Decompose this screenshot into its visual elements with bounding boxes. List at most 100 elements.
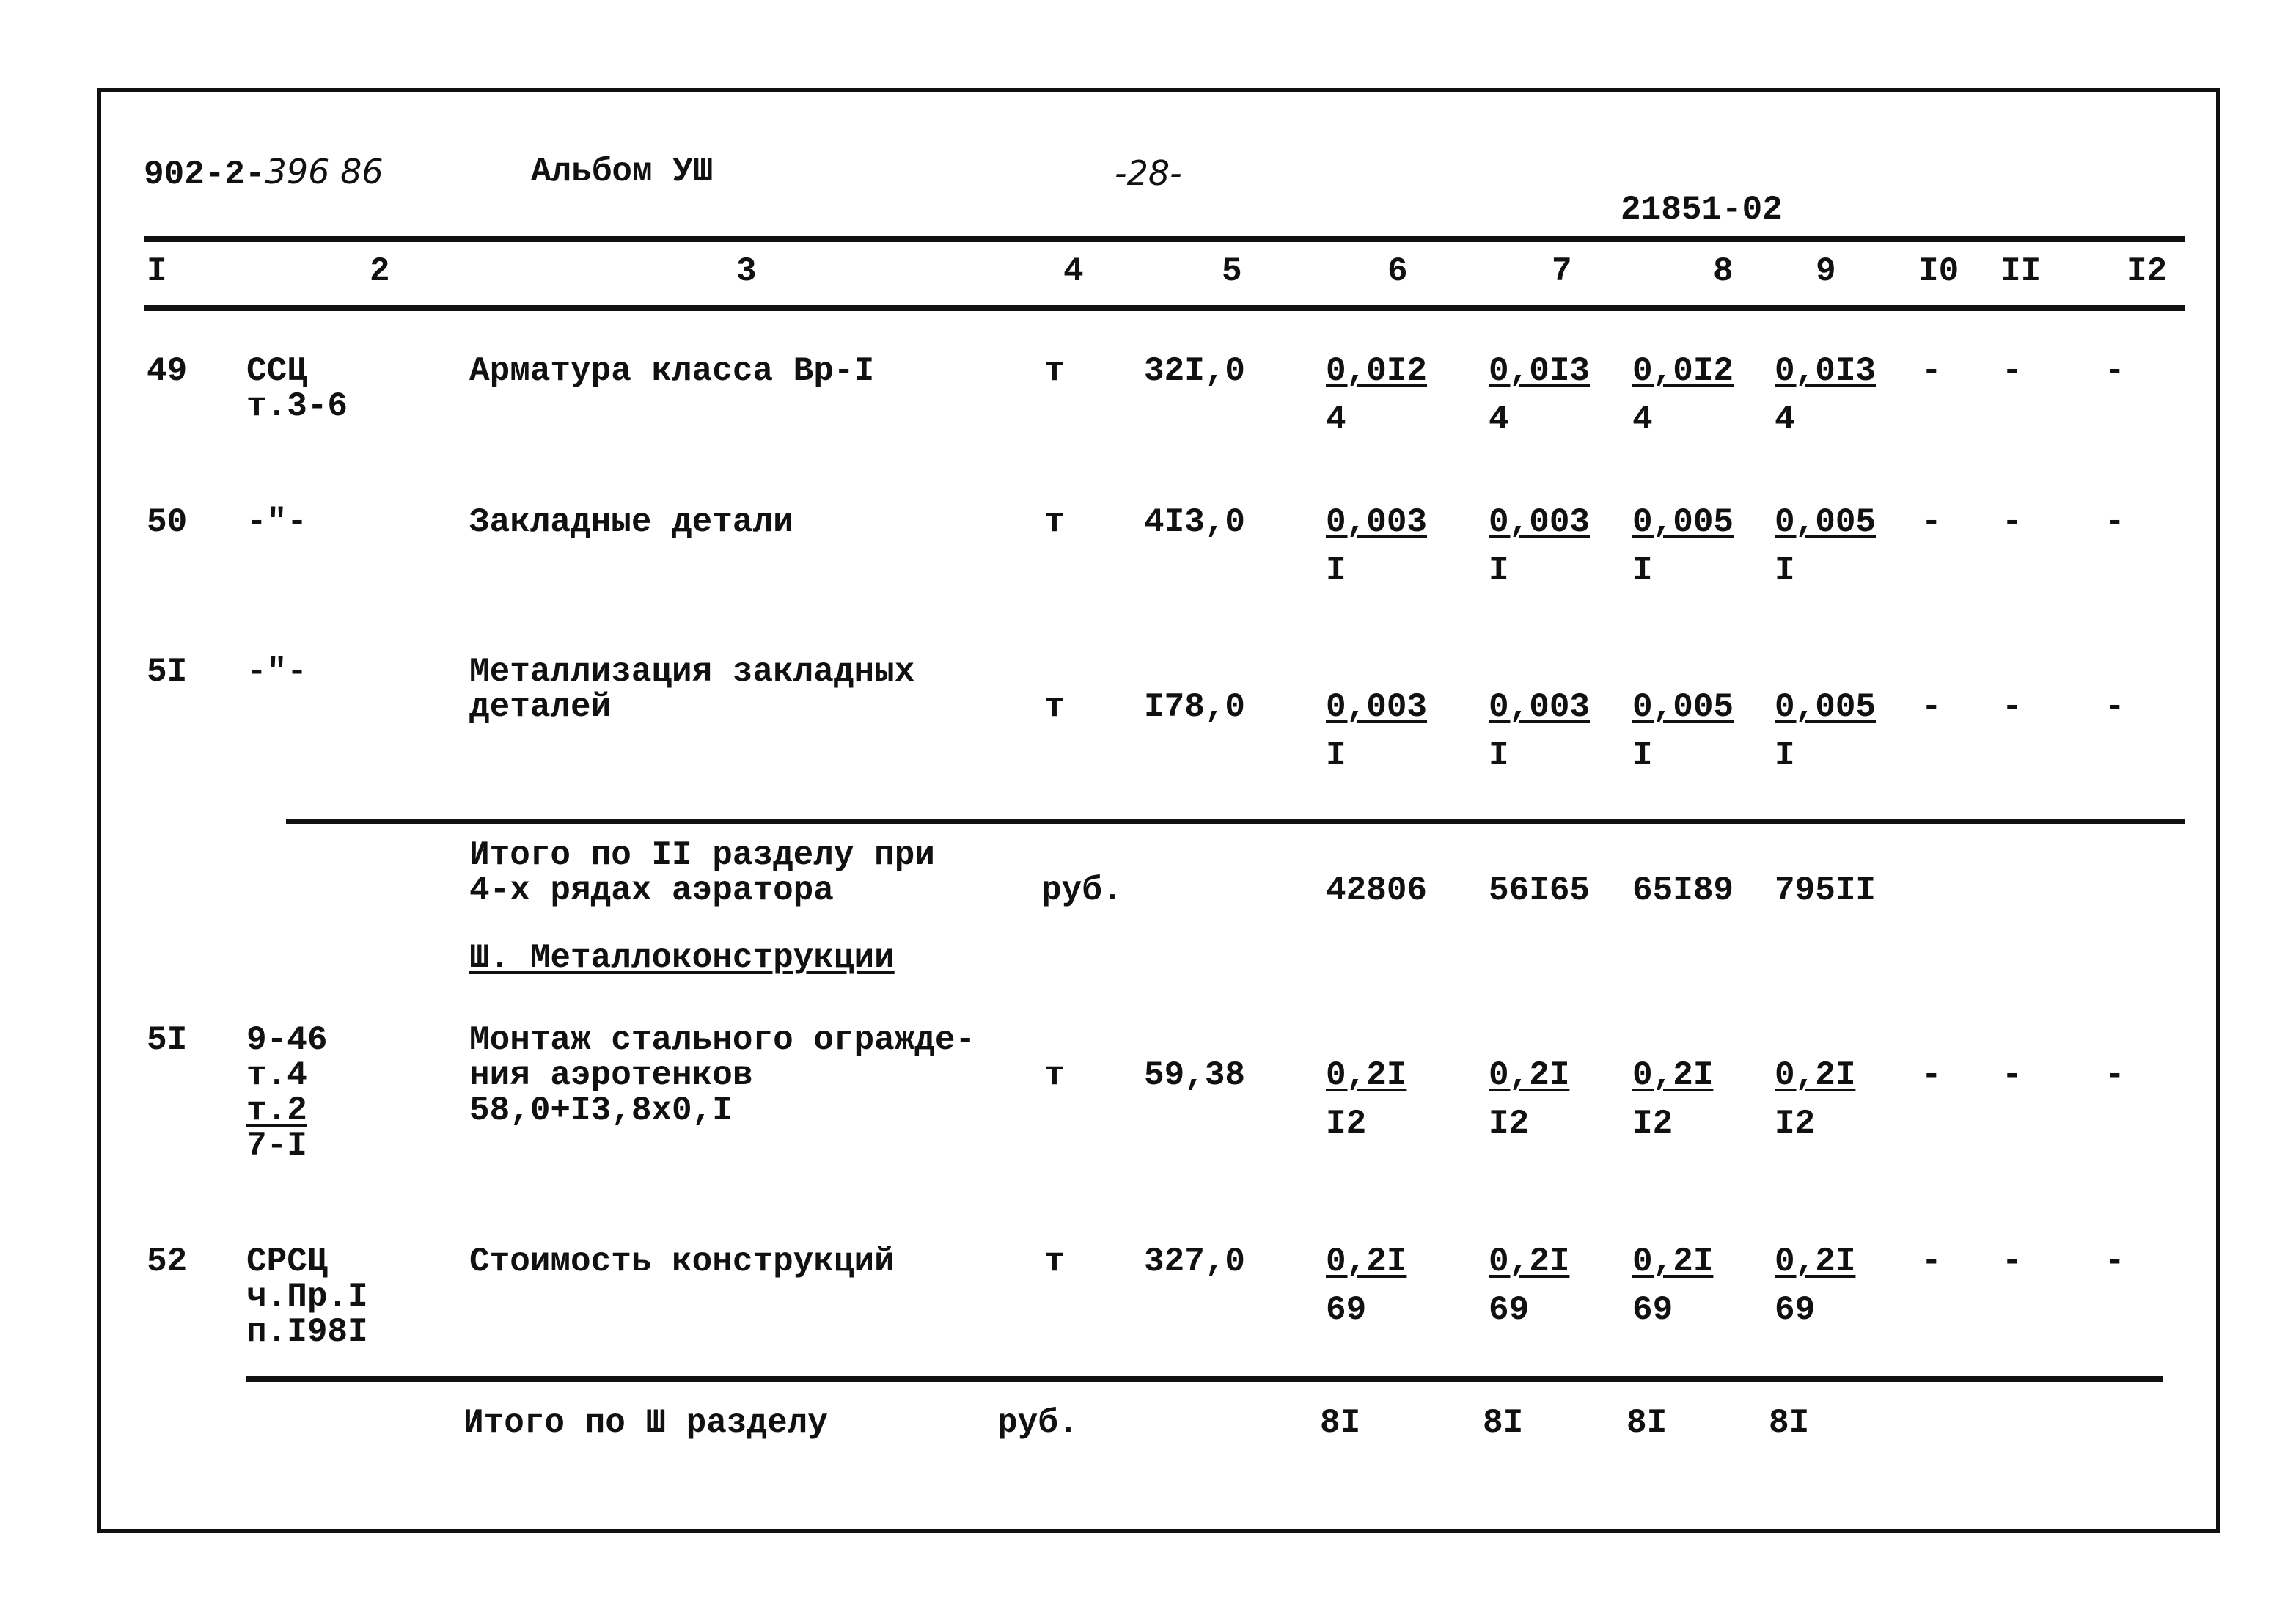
section-2-total-value-8: 65I89 [1632,871,1734,910]
row-value-bottom-9: I [1775,736,1795,775]
row-name: 58,0+I3,8х0,I [469,1091,733,1130]
row-value-bottom-7: I [1489,552,1509,590]
row-value-top-9: 0,2I [1775,1056,1856,1094]
row-name: деталей [469,688,612,726]
row-quantity: 327,0 [1144,1243,1246,1281]
column-header-6: 6 [1387,252,1408,290]
section-3-total-unit: руб. [997,1404,1079,1442]
row-value-top-6: 0,2I [1326,1243,1407,1281]
row-value-bottom-6: 4 [1326,400,1346,439]
row-value-top-6: 0,003 [1326,503,1428,541]
row-value-top-8: 0,005 [1632,688,1734,726]
doc-code-handwritten: 396 86 [265,152,384,191]
row-value-top-7: 0,003 [1489,503,1591,541]
row-value-bottom-8: 4 [1632,400,1653,439]
row-value-bottom-8: 69 [1632,1291,1673,1329]
row-value-bottom-9: I [1775,552,1795,590]
row-dash-11: - [2002,1243,2022,1281]
column-header-2: 2 [370,252,390,290]
section-2-total-value-9: 795II [1775,871,1877,910]
section-2-total-unit: руб. [1041,871,1123,910]
row-dash-12: - [2105,1056,2125,1094]
row-reference: -"- [246,503,307,541]
row-reference: -"- [246,653,307,691]
row-unit: т [1044,688,1065,726]
row-name: Монтаж стального огражде- [469,1021,976,1059]
row-value-top-6: 0,2I [1326,1056,1407,1094]
row-quantity: 59,38 [1144,1056,1246,1094]
row-number: 52 [147,1243,188,1281]
row-dash-12: - [2105,688,2125,726]
row-number: 5I [147,1021,188,1059]
row-value-bottom-6: I [1326,736,1346,775]
row-name: Металлизация закладных [469,653,915,691]
row-value-bottom-9: I2 [1775,1105,1816,1143]
row-reference: т.3-6 [246,387,348,425]
row-value-top-8: 0,2I [1632,1243,1714,1281]
row-name: Арматура класса Вр-I [469,352,875,390]
row-value-bottom-7: 69 [1489,1291,1530,1329]
section-3-total-value-7: 8I [1483,1404,1524,1442]
row-value-top-8: 0,2I [1632,1056,1714,1094]
row-value-top-9: 0,0I3 [1775,352,1877,390]
section-3-total-value-6: 8I [1320,1404,1361,1442]
stamp-number: 21851-02 [1621,191,1783,229]
row-value-top-8: 0,005 [1632,503,1734,541]
column-header-5: 5 [1222,252,1242,290]
section-2-total-label: 4-х рядах аэратора [469,871,834,910]
row-unit: т [1044,503,1065,541]
row-value-bottom-9: 4 [1775,400,1795,439]
row-reference: 7-I [246,1127,307,1165]
column-header-3: 3 [736,252,757,290]
page-frame [97,88,2220,1533]
row-value-bottom-8: I [1632,736,1653,775]
doc-code: 902-2-396 86 [144,154,384,192]
section-2-total-value-6: 42806 [1326,871,1428,910]
row-value-bottom-7: 4 [1489,400,1509,439]
row-value-bottom-9: 69 [1775,1291,1816,1329]
section-3-total-value-8: 8I [1626,1404,1668,1442]
row-value-top-9: 0,005 [1775,688,1877,726]
row-number: 5I [147,653,188,691]
row-dash-10: - [1921,688,1942,726]
row-unit: т [1044,1243,1065,1281]
row-dash-12: - [2105,503,2125,541]
row-value-bottom-7: I2 [1489,1105,1530,1143]
row-value-top-7: 0,2I [1489,1243,1570,1281]
row-value-top-6: 0,003 [1326,688,1428,726]
column-header-7: 7 [1552,252,1572,290]
row-name: Закладные детали [469,503,793,541]
row-value-bottom-8: I2 [1632,1105,1673,1143]
row-name: ния аэротенков [469,1056,753,1094]
doc-code-printed: 902-2- [144,156,265,194]
row-reference: 9-46 [246,1021,328,1059]
row-dash-10: - [1921,1243,1942,1281]
row-dash-10: - [1921,1056,1942,1094]
section-2-total-value-7: 56I65 [1489,871,1591,910]
column-header-4: 4 [1063,252,1084,290]
row-number: 50 [147,503,188,541]
column-header-10: I0 [1918,252,1959,290]
row-unit: т [1044,1056,1065,1094]
header-bottom-rule [144,305,2185,311]
row-dash-11: - [2002,352,2022,390]
row-reference: п.I98I [246,1313,368,1351]
row-quantity: 32I,0 [1144,352,1246,390]
row-dash-11: - [2002,503,2022,541]
row-value-top-9: 0,005 [1775,503,1877,541]
section-2-total-label: Итого по II разделу при [469,836,935,874]
row-value-top-6: 0,0I2 [1326,352,1428,390]
row-value-bottom-6: 69 [1326,1291,1367,1329]
section-3-total-label: Итого по Ш разделу [463,1404,828,1442]
section-3-total-rule [246,1376,2163,1382]
column-header-1: I [147,252,167,290]
row-value-top-7: 0,2I [1489,1056,1570,1094]
row-reference: ч.Пр.I [246,1278,368,1316]
row-value-top-9: 0,2I [1775,1243,1856,1281]
row-dash-12: - [2105,1243,2125,1281]
row-value-bottom-6: I2 [1326,1105,1367,1143]
row-value-bottom-6: I [1326,552,1346,590]
row-number: 49 [147,352,188,390]
row-reference: СРСЦ [246,1243,328,1281]
row-value-bottom-7: I [1489,736,1509,775]
